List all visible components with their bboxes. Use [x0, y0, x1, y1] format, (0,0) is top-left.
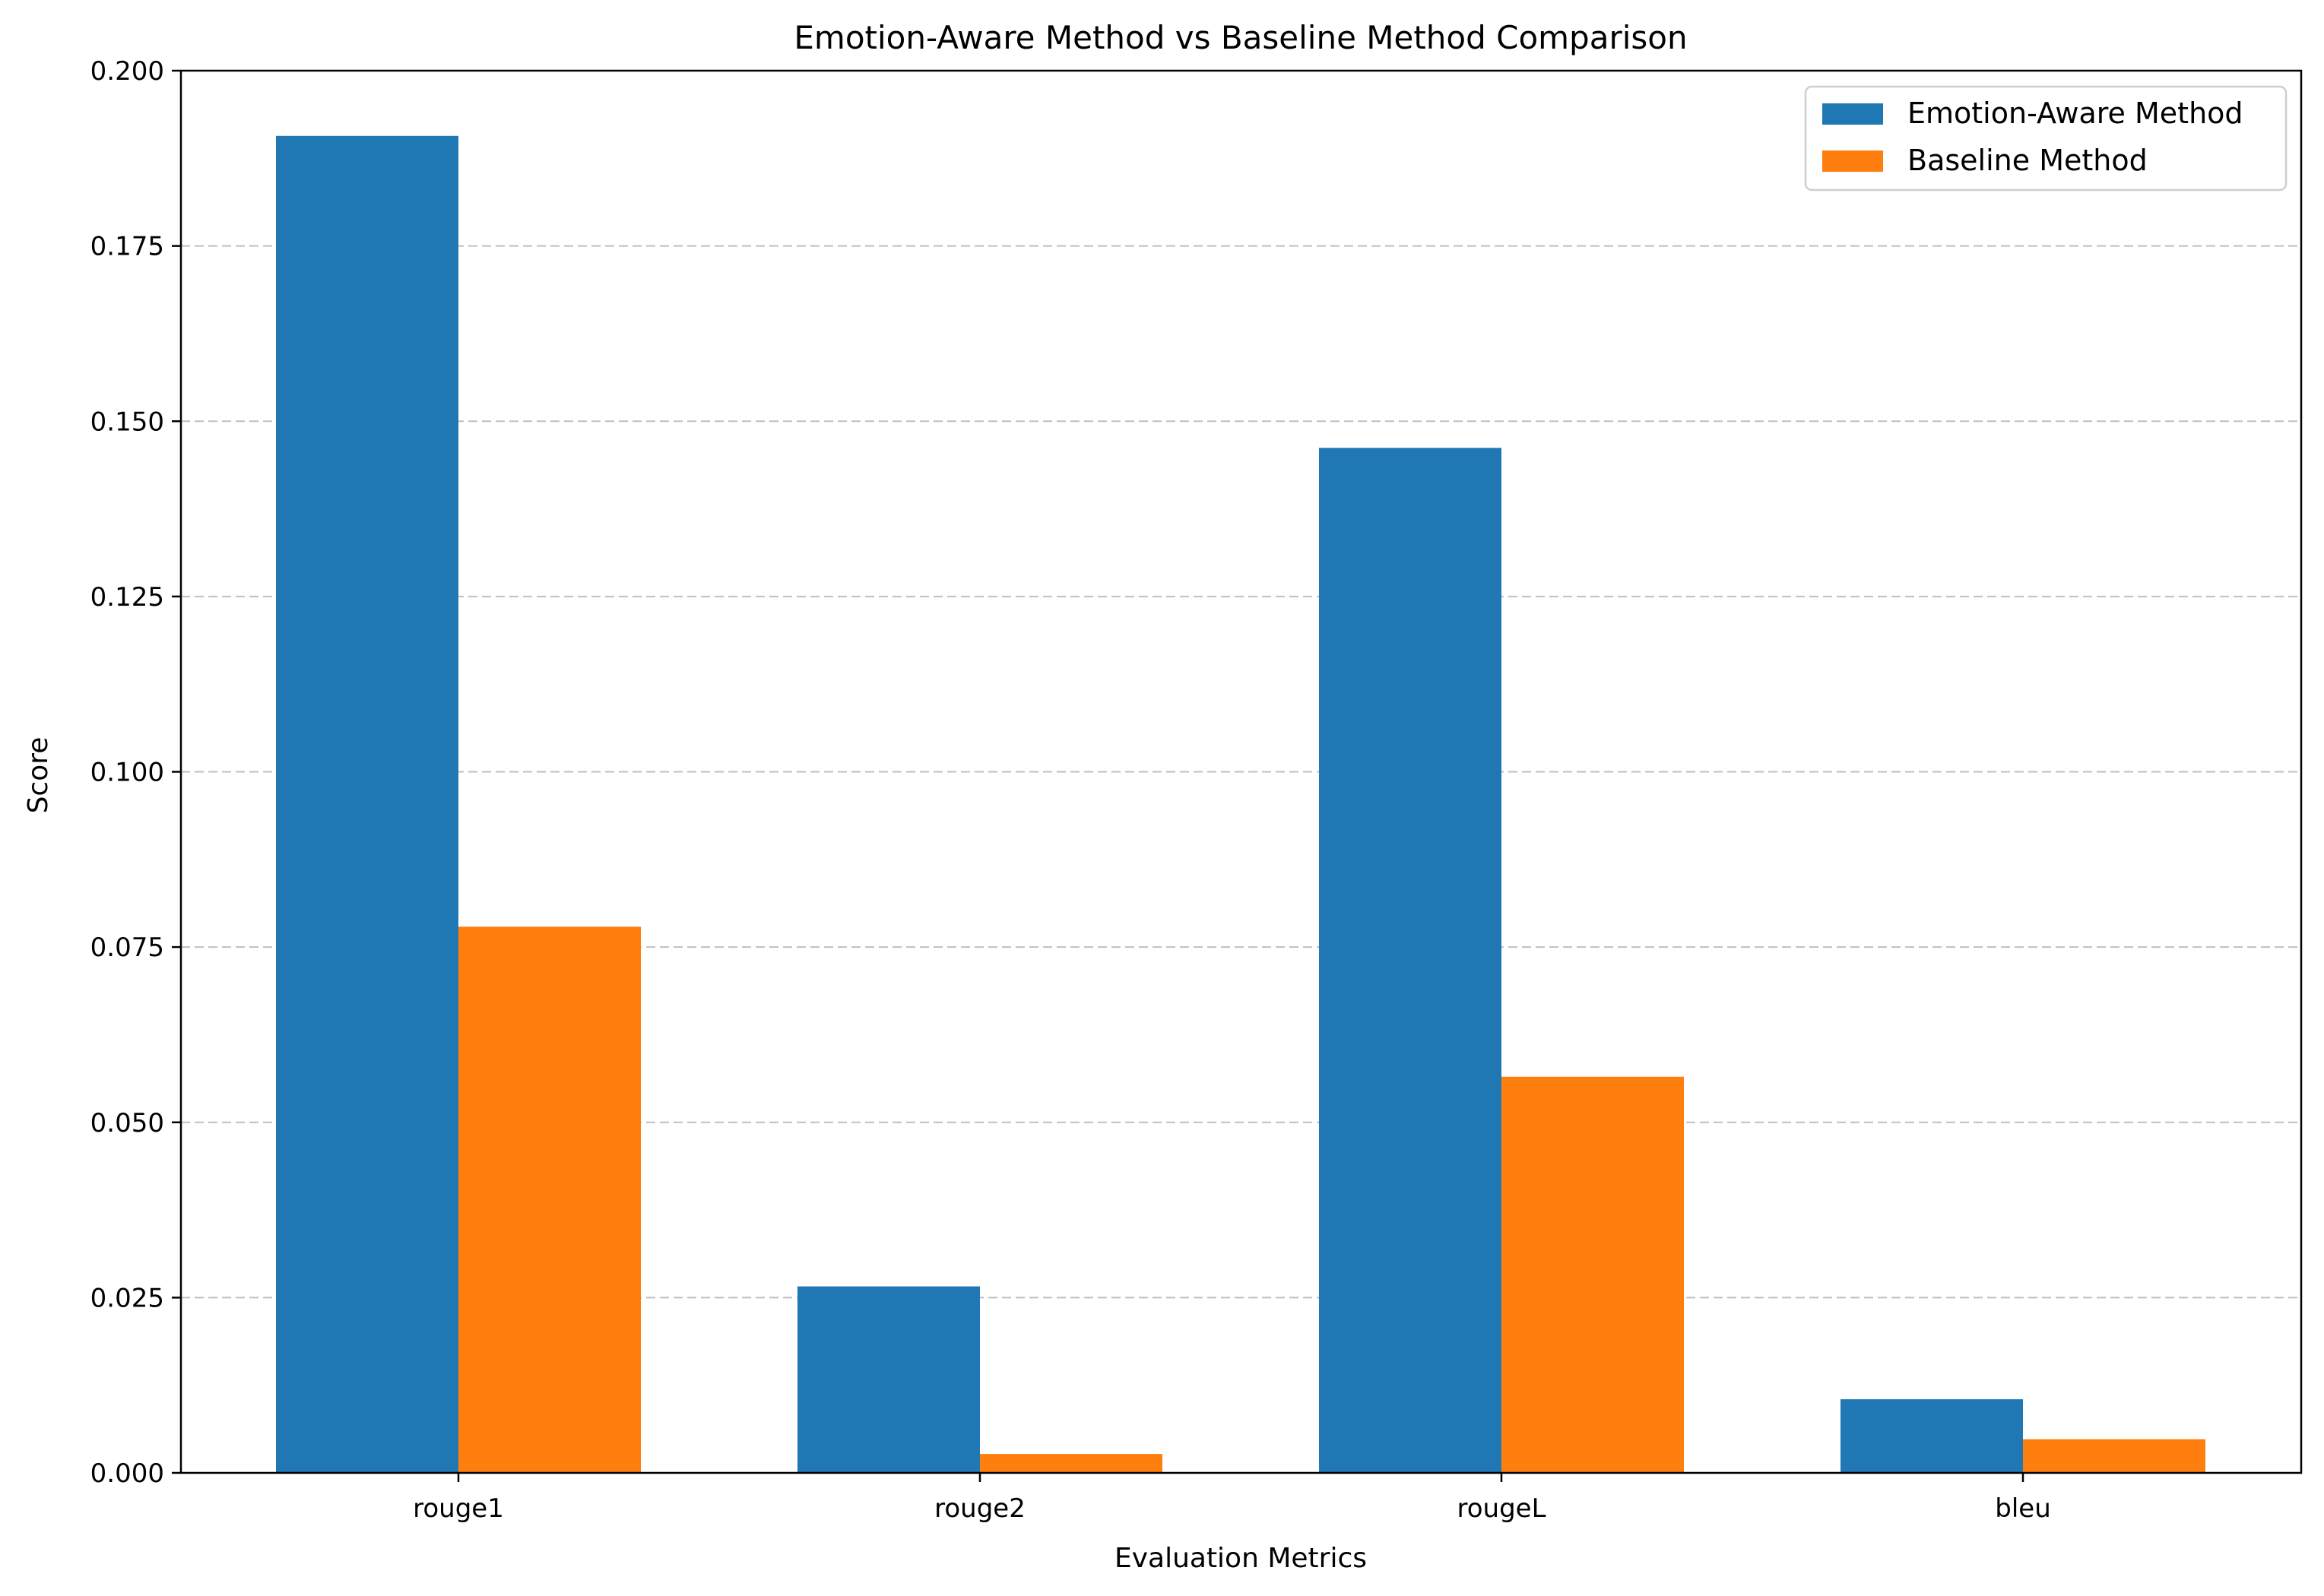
axes: 0.000 0.025 0.050 0.075 0.100 0.125 0.150 0.175…	[90, 56, 2303, 1524]
y-tick-label: 0.025	[90, 1283, 164, 1313]
bar-bleu-emotion-aware	[1840, 1399, 2023, 1473]
bar-rouge2-emotion-aware	[797, 1286, 980, 1473]
bar-bleu-baseline	[2023, 1439, 2205, 1473]
legend-label: Emotion-Aware Method	[1907, 97, 2243, 130]
legend-box	[1804, 85, 2288, 192]
y-tick-label: 0.175	[90, 232, 164, 262]
x-tick-label: bleu	[1995, 1493, 2051, 1524]
legend-swatch	[1822, 150, 1883, 172]
grid-lines	[181, 245, 2301, 1299]
bar-rougeL-baseline	[1501, 1076, 1684, 1473]
legend-swatch	[1822, 103, 1883, 125]
y-tick-label: 0.100	[90, 758, 164, 788]
x-tick-label: rouge1	[413, 1493, 504, 1524]
bars	[276, 135, 2205, 1474]
legend: Emotion-Aware Method Baseline Method	[1804, 85, 2288, 192]
x-tick-label: rougeL	[1457, 1493, 1546, 1524]
x-axis-label: Evaluation Metrics	[1114, 1543, 1367, 1574]
x-tick-label: rouge2	[934, 1493, 1026, 1524]
y-tick-label: 0.075	[90, 933, 164, 963]
legend-label: Baseline Method	[1907, 144, 2148, 177]
y-tick-label: 0.200	[90, 56, 164, 87]
y-axis-label: Score	[23, 737, 54, 814]
chart-title: Emotion-Aware Method vs Baseline Method …	[794, 19, 1687, 56]
y-tick-label: 0.050	[90, 1108, 164, 1138]
bar-rouge1-emotion-aware	[276, 135, 458, 1474]
y-tick-label: 0.150	[90, 407, 164, 437]
plot-frame	[179, 69, 2303, 1474]
bar-rouge1-baseline	[458, 926, 641, 1473]
y-tick-label: 0.125	[90, 582, 164, 613]
bar-rougeL-emotion-aware	[1319, 448, 1501, 1474]
bar-rouge2-baseline	[980, 1454, 1162, 1473]
y-tick-label: 0.000	[90, 1458, 164, 1489]
